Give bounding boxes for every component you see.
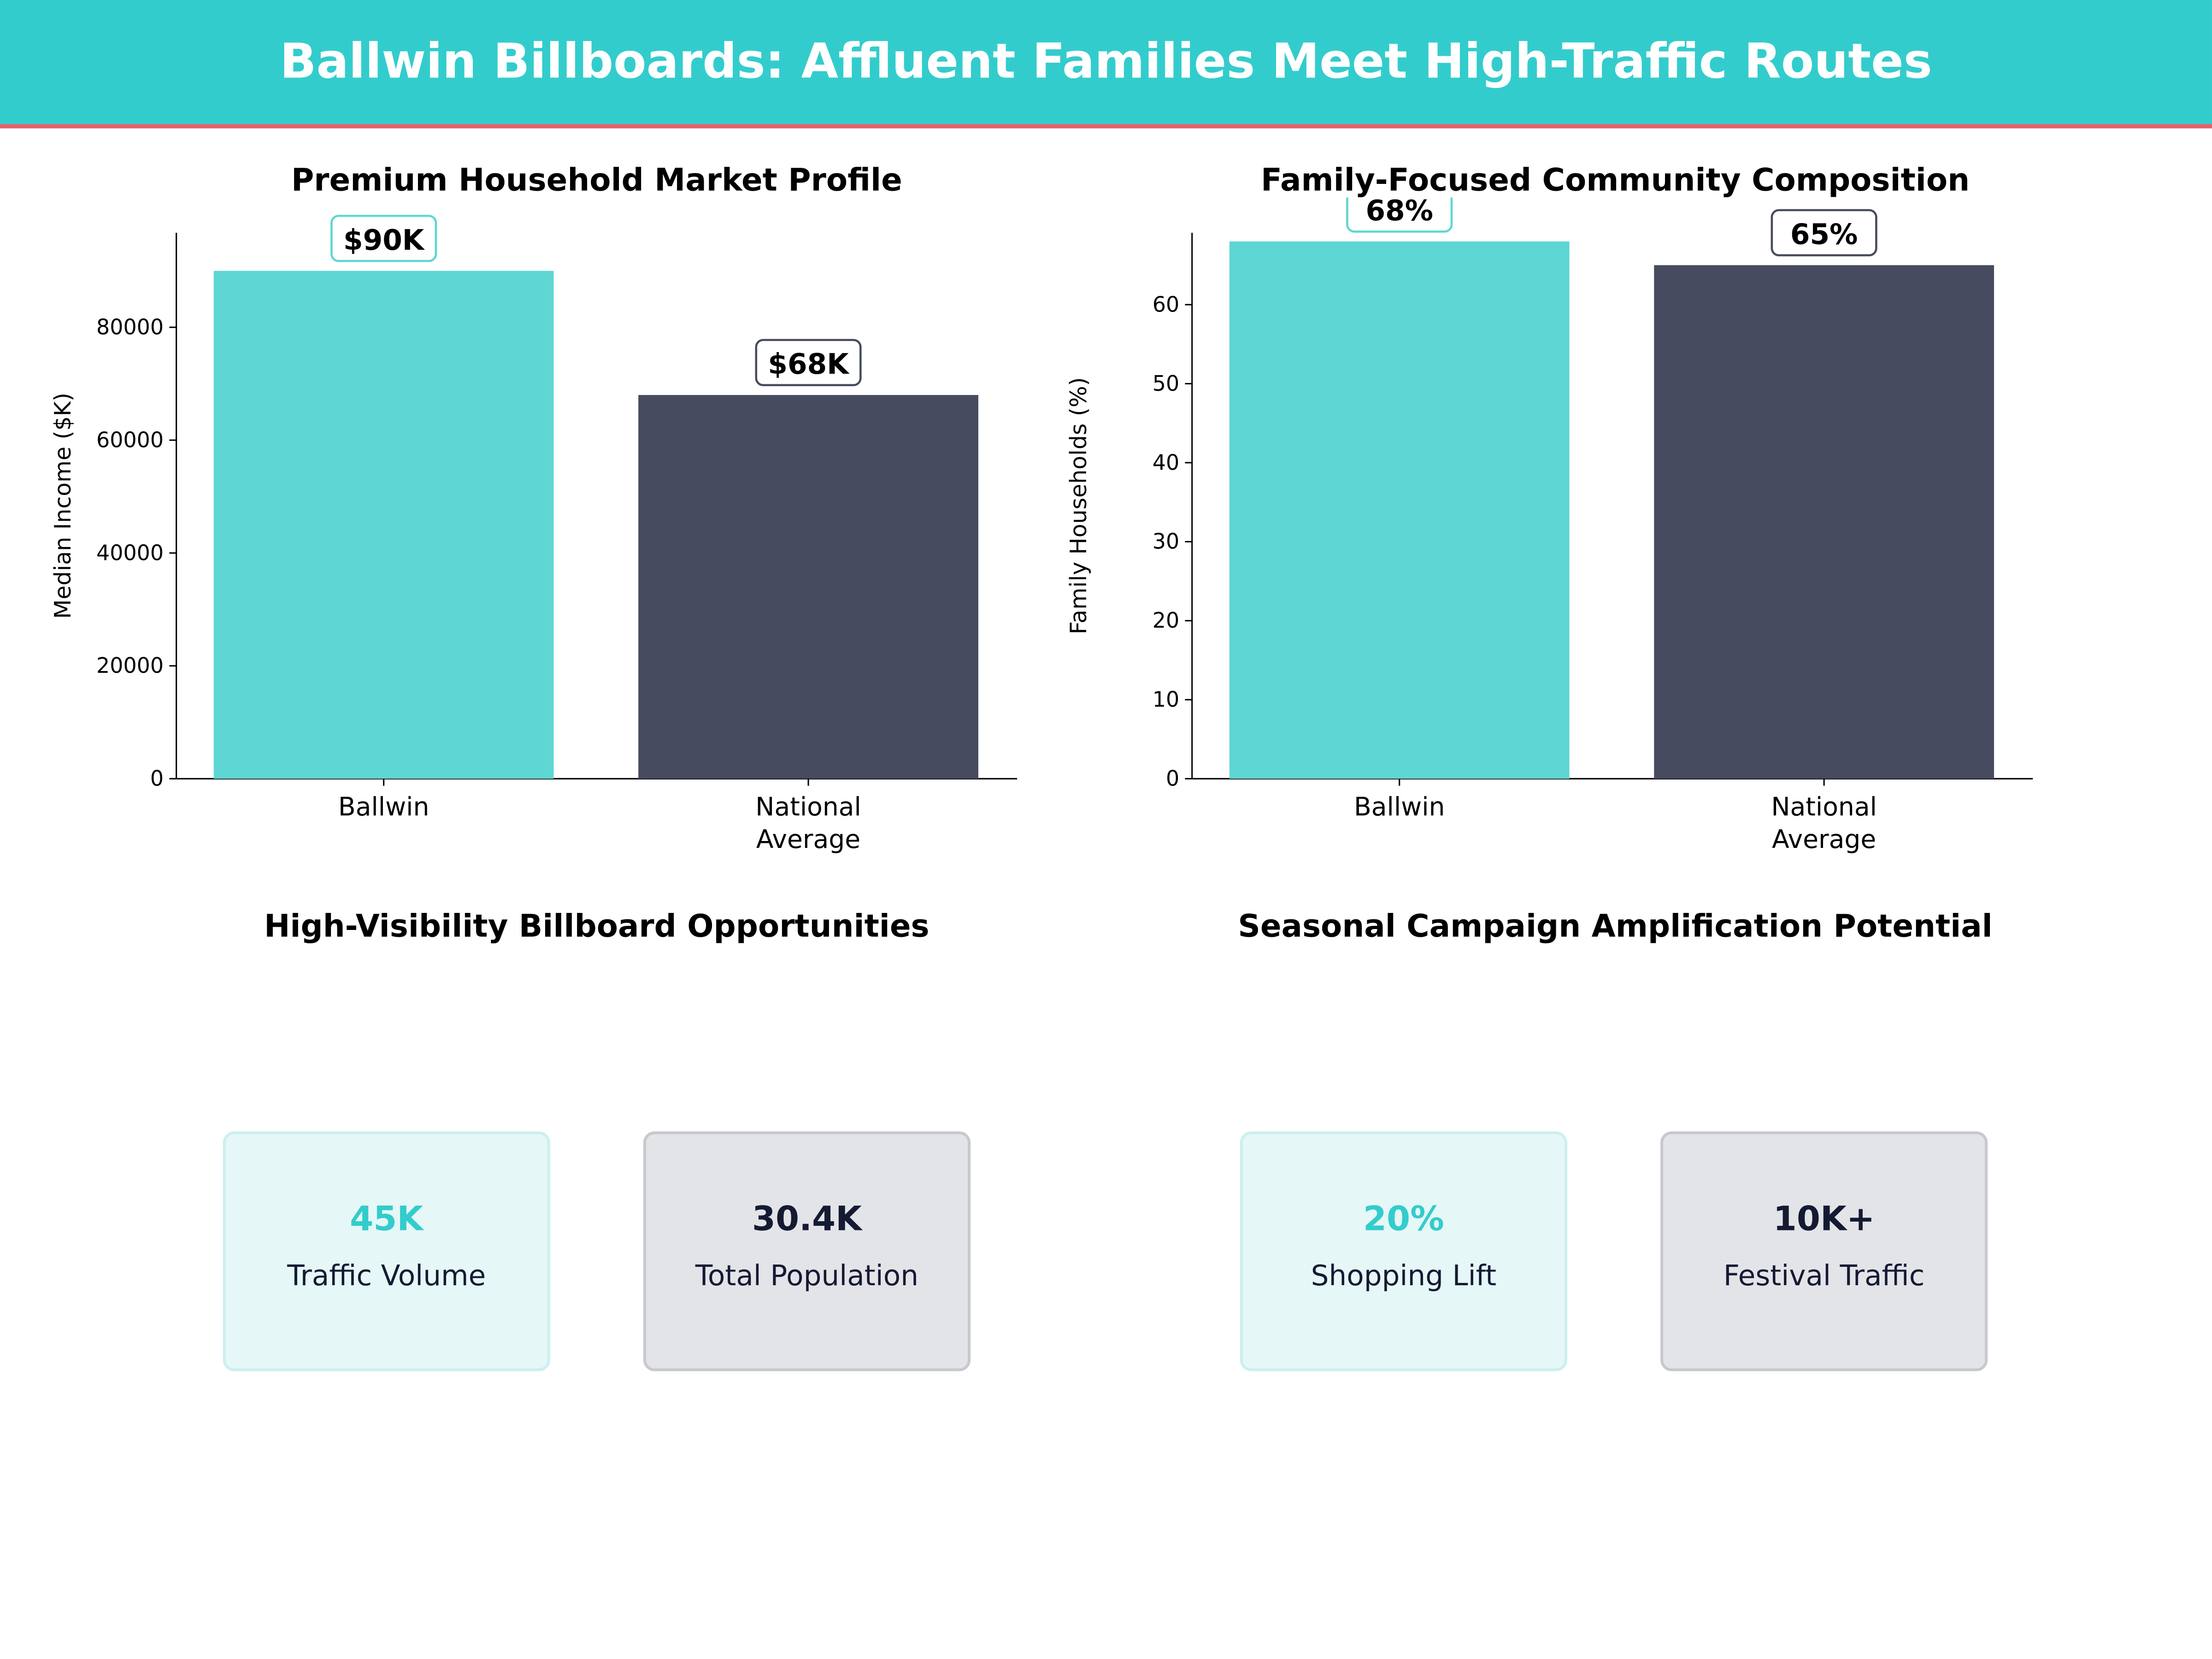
bar-0 (1229, 241, 1570, 779)
panel-title-billboard: High-Visibility Billboard Opportunities (264, 910, 930, 946)
stat-label: Shopping Lift (1311, 1258, 1497, 1293)
data-label: $68K (768, 348, 850, 381)
x-tick-label: Average (756, 824, 860, 854)
y-axis-label: Median Income ($K) (50, 393, 76, 619)
data-label-box (330, 215, 437, 262)
data-label: 65% (1790, 218, 1858, 251)
stat-value: 10K+ (1773, 1199, 1875, 1239)
y-tick-label: 60 (1153, 292, 1179, 317)
y-tick-label: 60000 (96, 427, 164, 452)
x-tick-label: National (1771, 792, 1877, 821)
y-tick-label: 20 (1153, 608, 1179, 633)
y-tick-label: 50 (1153, 371, 1179, 396)
x-tick-label: Ballwin (338, 792, 429, 821)
x-tick-label: Average (1772, 824, 1876, 854)
stat-value: 45K (350, 1199, 424, 1239)
page-title: Ballwin Billboards: Affluent Families Me… (280, 34, 1932, 90)
bar-1 (638, 395, 978, 779)
y-tick-label: 10 (1153, 687, 1179, 712)
stat-label: Traffic Volume (287, 1258, 486, 1293)
stat-card-total-population: 30.4K Total Population (643, 1131, 971, 1371)
data-label-box (755, 339, 862, 387)
stat-label: Festival Traffic (1723, 1258, 1925, 1293)
stat-card-festival-traffic: 10K+ Festival Traffic (1660, 1131, 1988, 1371)
panel-title-seasonal: Seasonal Campaign Amplification Potentia… (1238, 910, 1993, 946)
stat-value: 20% (1363, 1199, 1444, 1239)
stat-card-traffic-volume: 45K Traffic Volume (223, 1131, 550, 1371)
data-label: 68% (1365, 198, 1433, 227)
y-tick-label: 40 (1153, 450, 1179, 475)
bar-0 (213, 271, 554, 779)
stat-value: 30.4K (752, 1199, 862, 1239)
y-tick-label: 0 (1166, 766, 1179, 791)
data-label-box (1771, 209, 1877, 257)
bar-1 (1654, 265, 1994, 779)
income-bar-chart: 0 20000 40000 60000 80000 Median Income ($K) B… (50, 215, 1018, 854)
y-tick-label: 20000 (96, 653, 164, 678)
header-banner: Ballwin Billboards: Affluent Families Me… (0, 0, 2212, 129)
y-axis-label: Family Households (%) (1065, 377, 1092, 634)
x-tick-label: National (755, 792, 861, 821)
data-label: $90K (343, 224, 425, 257)
y-tick-label: 0 (150, 766, 164, 791)
y-tick-label: 80000 (96, 315, 164, 340)
chart-title-family: Family-Focused Community Composition (1260, 164, 1970, 199)
stat-card-shopping-lift: 20% Shopping Lift (1240, 1131, 1567, 1371)
chart-title-income: Premium Household Market Profile (291, 164, 902, 199)
family-bar-chart: 0 10 20 30 40 50 60 Family Households (%) Ballwi… (1065, 197, 2033, 854)
data-label-box (1346, 197, 1453, 233)
y-tick-label: 40000 (96, 540, 164, 565)
x-tick-label: Ballwin (1354, 792, 1445, 821)
stat-label: Total Population (695, 1258, 919, 1293)
y-tick-label: 30 (1153, 529, 1179, 554)
